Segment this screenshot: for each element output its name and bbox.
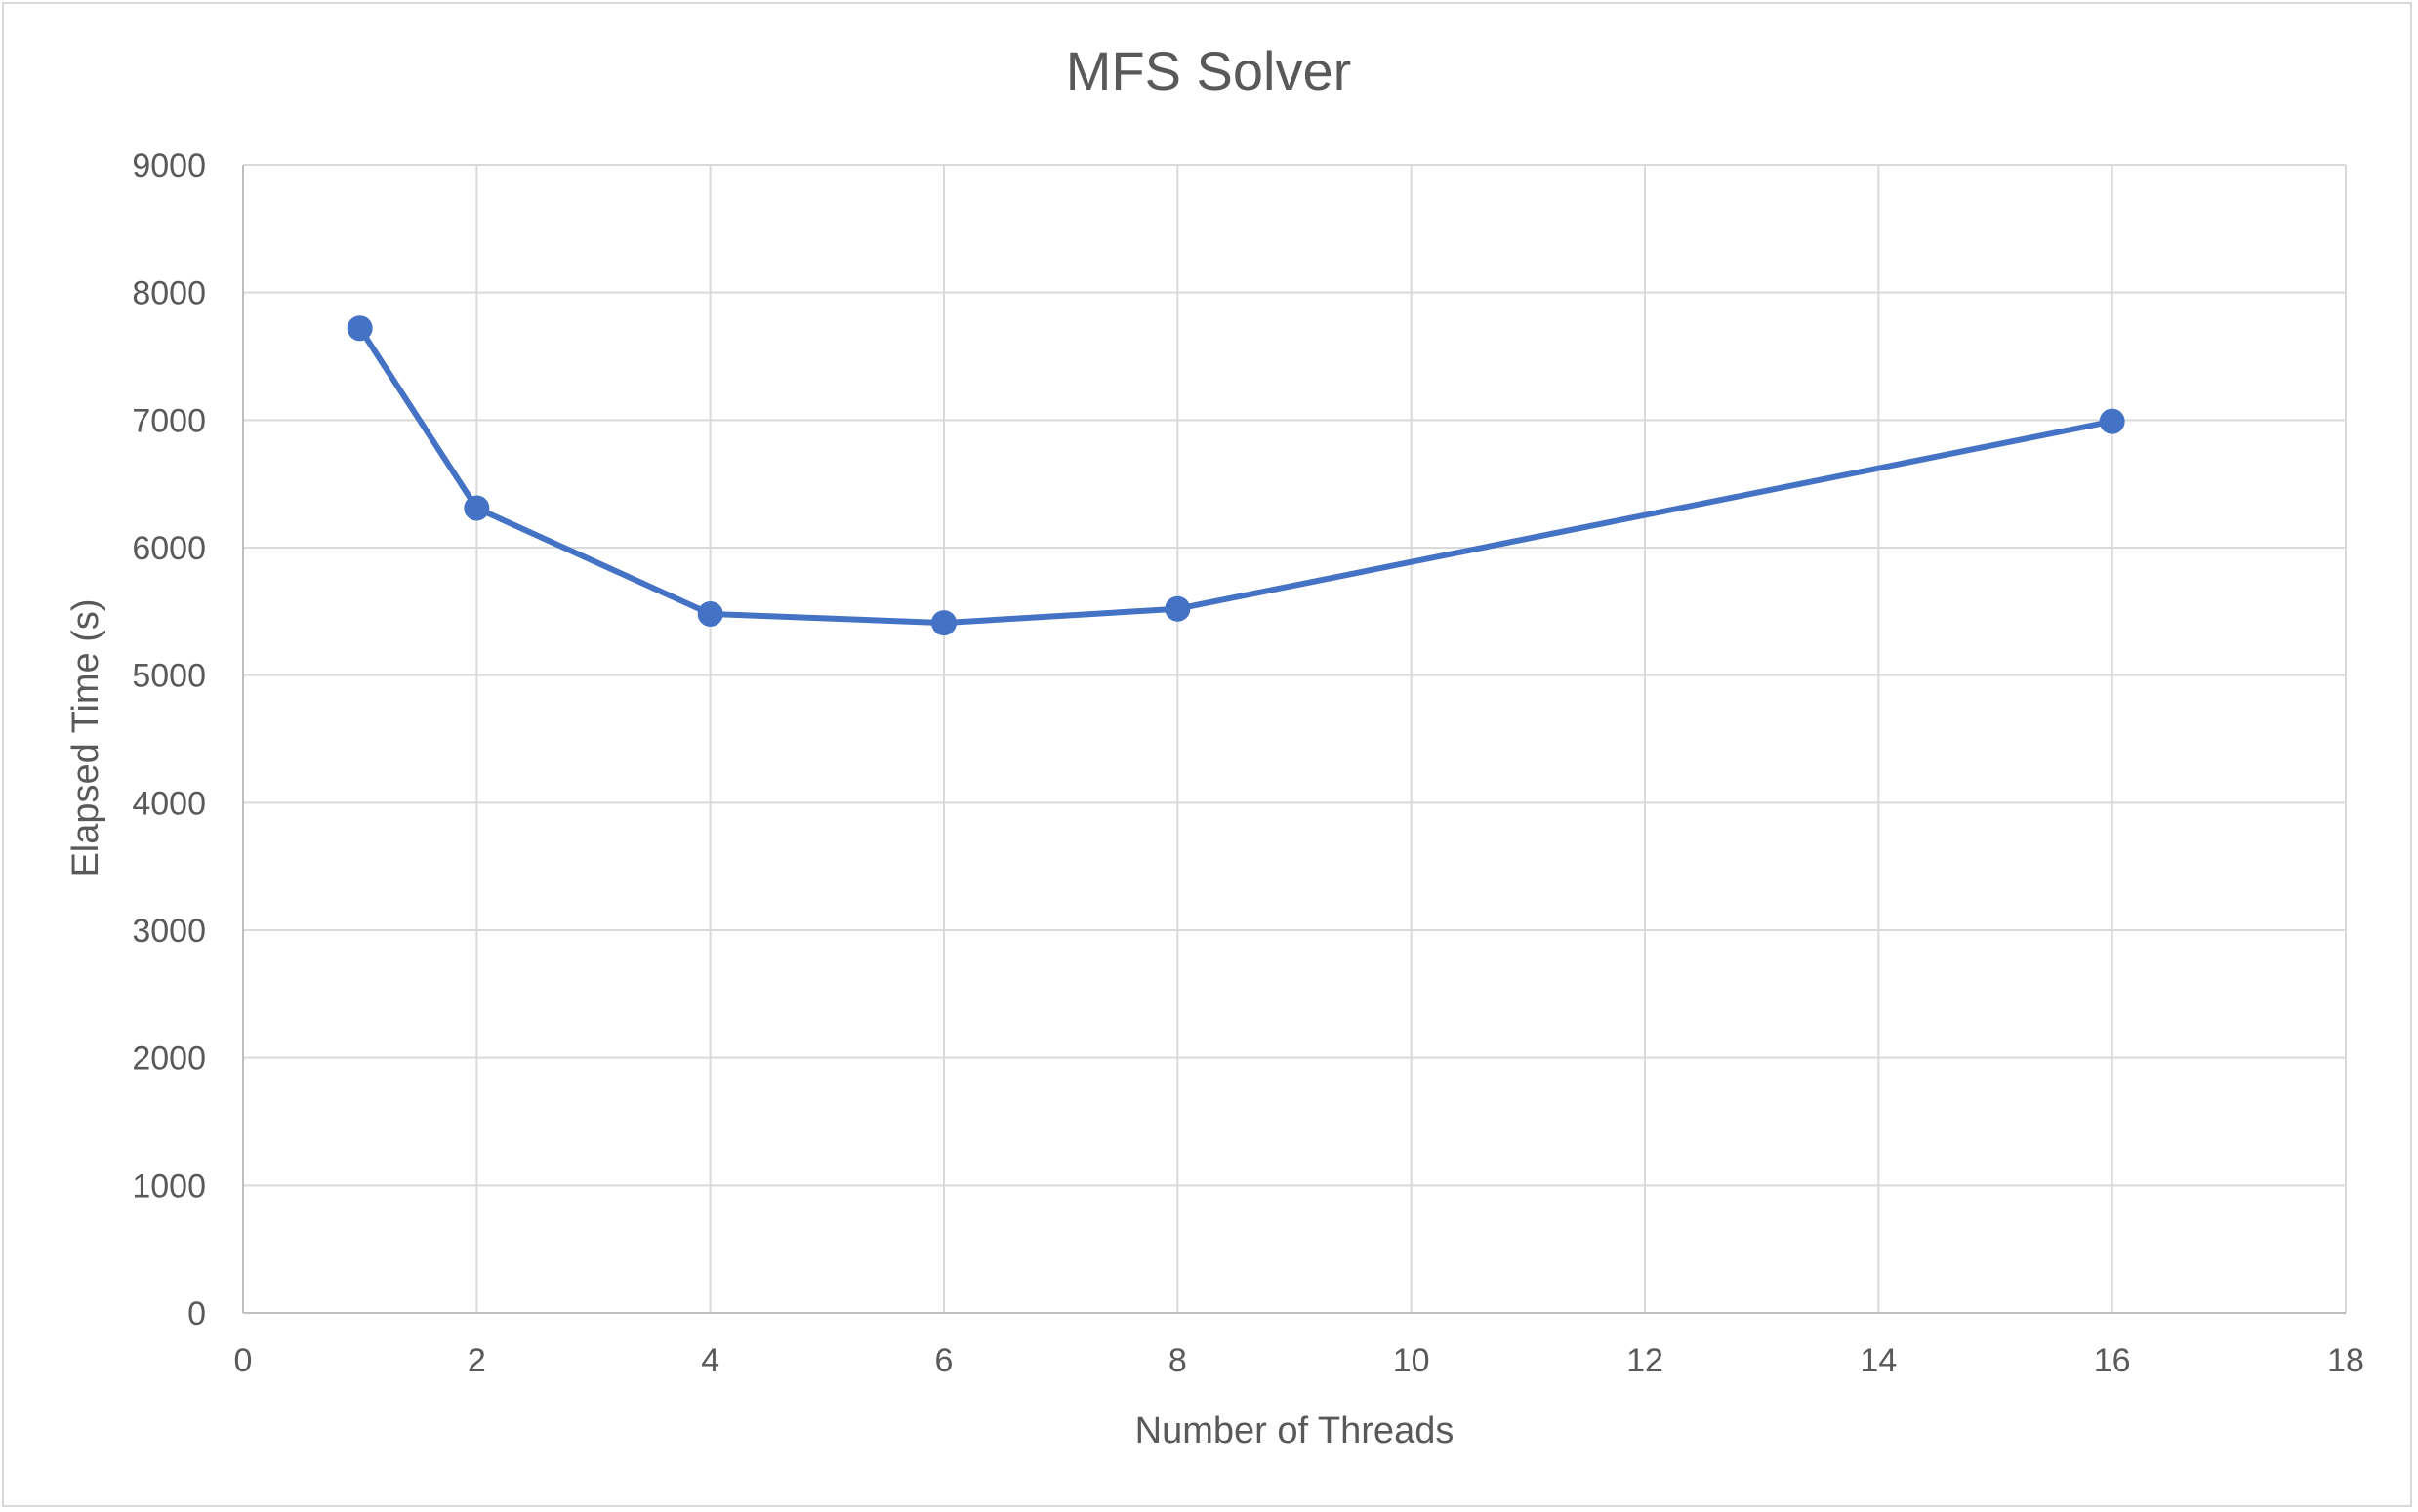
series-line bbox=[356, 325, 2115, 627]
y-tick-label: 2000 bbox=[132, 1041, 206, 1078]
x-tick-label: 14 bbox=[1860, 1342, 1897, 1379]
gridlines bbox=[243, 164, 2347, 1313]
x-tick-label: 4 bbox=[701, 1342, 719, 1379]
x-tick-labels: 0 2 4 6 8 10 12 14 16 18 bbox=[234, 1342, 2364, 1379]
y-tick-label: 0 bbox=[187, 1295, 206, 1332]
y-tick-label: 4000 bbox=[132, 785, 206, 822]
data-point bbox=[697, 600, 723, 627]
data-point bbox=[464, 495, 490, 521]
x-tick-label: 2 bbox=[468, 1342, 486, 1379]
data-point bbox=[931, 610, 957, 636]
data-point bbox=[347, 315, 373, 342]
y-tick-label: 1000 bbox=[132, 1167, 206, 1205]
x-tick-label: 8 bbox=[1168, 1342, 1187, 1379]
data-point bbox=[2099, 408, 2125, 434]
y-tick-label: 6000 bbox=[132, 530, 206, 567]
y-tick-labels: 0 1000 2000 3000 4000 5000 6000 7000 8000 9000 bbox=[132, 147, 206, 1332]
x-tick-label: 12 bbox=[1626, 1342, 1663, 1379]
x-tick-label: 6 bbox=[935, 1342, 954, 1379]
x-tick-label: 16 bbox=[2094, 1342, 2131, 1379]
x-tick-label: 0 bbox=[234, 1342, 253, 1379]
axes bbox=[242, 165, 2346, 1314]
data-point bbox=[1165, 595, 1191, 622]
x-axis-title: Number of Threads bbox=[1135, 1410, 1455, 1451]
y-tick-label: 8000 bbox=[132, 275, 206, 312]
chart-title: MFS Solver bbox=[1066, 40, 1352, 102]
y-tick-label: 7000 bbox=[132, 402, 206, 439]
y-tick-label: 5000 bbox=[132, 658, 206, 695]
y-tick-label: 3000 bbox=[132, 913, 206, 950]
y-tick-label: 9000 bbox=[132, 147, 206, 184]
series-group bbox=[347, 315, 2125, 636]
x-tick-label: 10 bbox=[1393, 1342, 1430, 1379]
y-axis-title: Elapsed Time (s) bbox=[65, 598, 106, 877]
x-tick-label: 18 bbox=[2327, 1342, 2364, 1379]
